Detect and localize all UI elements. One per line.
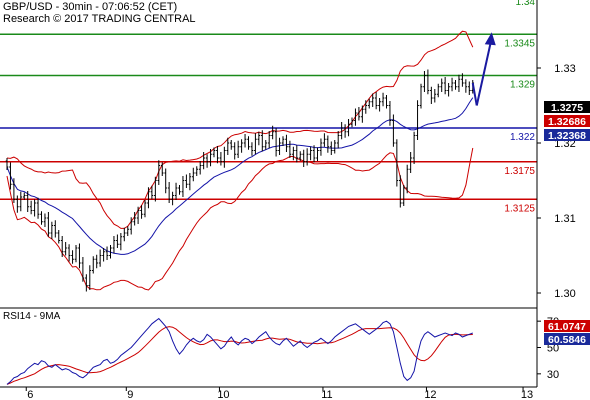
chart-copyright: Research © 2017 TRADING CENTRAL [3, 13, 196, 25]
rsi-tag-box [544, 333, 590, 345]
bollinger-upper [6, 30, 474, 229]
price-tick-label: 1.33 [554, 63, 575, 75]
time-tick-label: 11 [321, 389, 332, 400]
time-tick-label: 9 [127, 389, 133, 400]
rsi-tag-label: 61.0747 [548, 321, 586, 333]
arrow-shaft-2 [475, 42, 492, 106]
price-tick-label: 1.30 [554, 288, 575, 300]
price-tag-label: 1.32368 [548, 130, 586, 142]
bollinger-bands [6, 30, 474, 291]
time-tick-label: 10 [217, 389, 229, 400]
level-label: 1.329 [510, 80, 535, 91]
level-label: 1.322 [510, 132, 535, 143]
time-axis: 6 9 10 11 12 13 [25, 387, 533, 400]
rsi-line [6, 317, 473, 385]
candlestick-series [5, 69, 475, 292]
price-tag-box [544, 101, 590, 113]
bollinger-lower [6, 147, 474, 291]
rsi-tag-label: 60.5846 [548, 334, 586, 346]
rsi-tag-box [544, 320, 590, 332]
rsi-series [6, 317, 473, 385]
price-tag-box [544, 129, 590, 141]
price-tag-box [544, 115, 590, 127]
time-tick-label: 6 [27, 389, 33, 400]
price-tag-label: 1.32686 [548, 116, 586, 128]
level-label: 1.3345 [504, 38, 535, 49]
rsi-tick-label: 30 [547, 369, 559, 381]
rsi-ma-line [6, 326, 473, 385]
level-label: 1.3125 [504, 203, 535, 214]
time-tick-label: 12 [424, 389, 436, 400]
chart-title: GBP/USD - 30min - 07:06:52 (CET) [3, 1, 178, 13]
time-tick-label: 13 [521, 389, 533, 400]
arrow-shaft-1 [471, 82, 478, 106]
ma-line [6, 97, 474, 255]
moving-average [6, 97, 474, 255]
rsi-title: RSI14 - 9MA [3, 311, 61, 322]
price-tick-label: 1.31 [554, 213, 575, 225]
level-label: 1.34 [516, 0, 536, 8]
arrow-head [484, 32, 496, 46]
price-level-lines: 1.34 1.3345 1.329 1.322 1.3175 1.3125 [0, 0, 537, 214]
level-label: 1.3175 [504, 166, 535, 177]
price-tag-label: 1.3275 [551, 102, 583, 114]
forecast-arrow [471, 32, 496, 106]
price-panel: 1.34 1.3345 1.329 1.322 1.3175 1.3125 1.33 1.3… [0, 0, 590, 300]
rsi-tick-label: 50 [547, 343, 559, 355]
